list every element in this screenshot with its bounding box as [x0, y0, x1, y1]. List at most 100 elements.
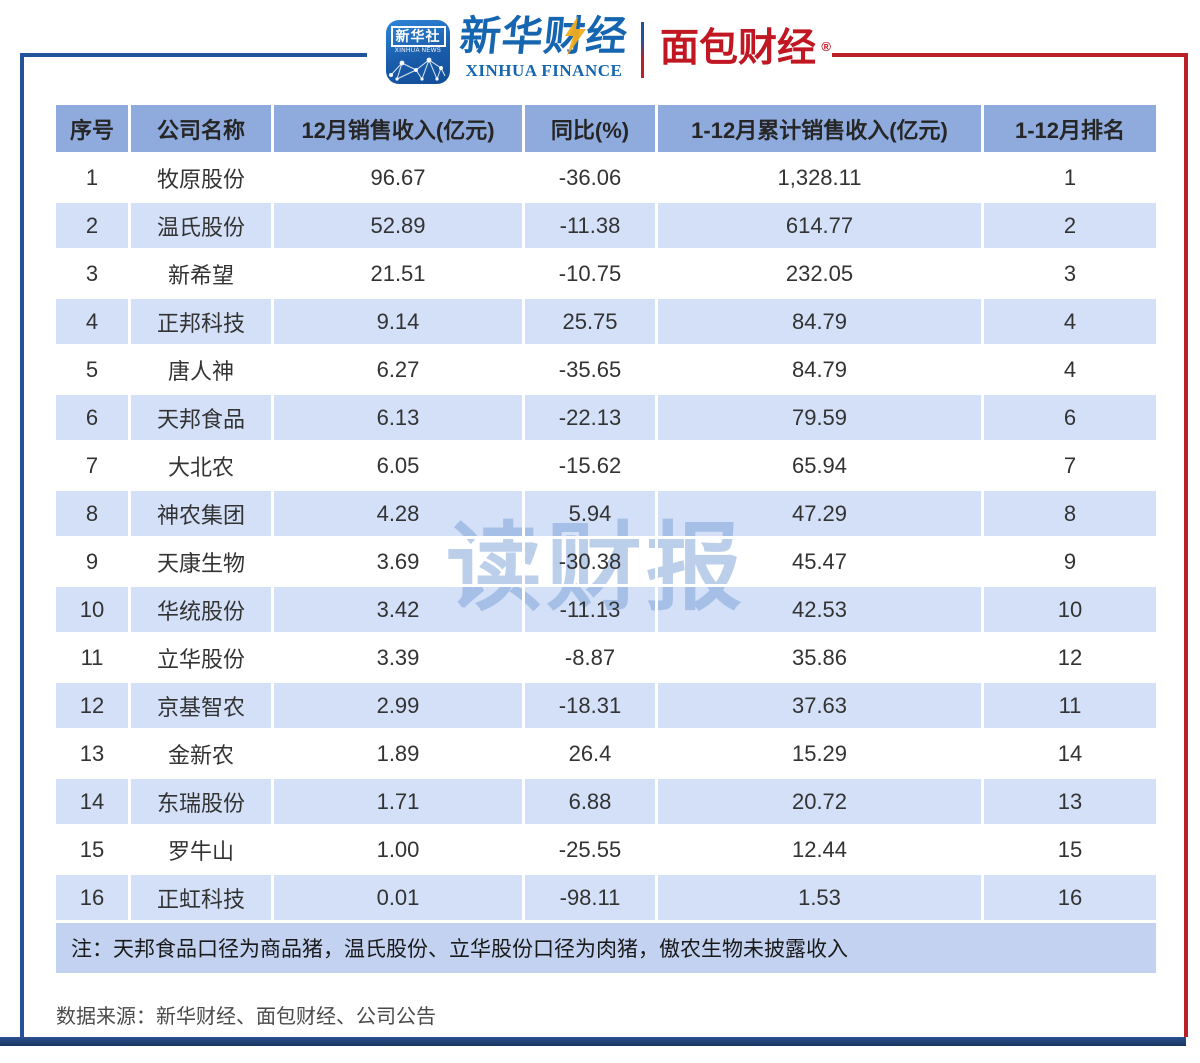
table-row: 12 京基智农 2.99 -18.31 37.63 11	[56, 683, 1156, 731]
table-cell: 12	[984, 635, 1156, 683]
table-cell: 16	[984, 875, 1156, 923]
table-row: 8 神农集团 4.28 5.94 47.29 8	[56, 491, 1156, 539]
table-cell: 1.71	[274, 779, 525, 827]
table-cell: -98.11	[525, 875, 658, 923]
column-header: 序号	[56, 105, 131, 155]
table-row: 10 华统股份 3.42 -11.13 42.53 10	[56, 587, 1156, 635]
table-cell: 15.29	[658, 731, 984, 779]
constellation-network-icon	[389, 57, 446, 81]
table-cell: 1.00	[274, 827, 525, 875]
table-cell: 2	[984, 203, 1156, 251]
table-body: 1 牧原股份 96.67 -36.06 1,328.11 1 2 温氏股份 52.89 -11.3…	[56, 155, 1156, 923]
table-cell: 1,328.11	[658, 155, 984, 203]
table-cell: 8	[984, 491, 1156, 539]
table-row: 9 天康生物 3.69 -30.38 45.47 9	[56, 539, 1156, 587]
table-row: 6 天邦食品 6.13 -22.13 79.59 6	[56, 395, 1156, 443]
table-cell: 7	[56, 443, 131, 491]
table-cell: 温氏股份	[131, 203, 274, 251]
table-cell: 4	[984, 299, 1156, 347]
xinhua-news-cn-label: 新华社	[390, 26, 446, 47]
pig-sales-table: 序号 公司名称 12月销售收入(亿元) 同比(%) 1-12月累计销售收入(亿元) 1-1…	[56, 105, 1156, 973]
table-cell: 52.89	[274, 203, 525, 251]
top-border-red-segment	[832, 53, 1188, 57]
table-cell: 2.99	[274, 683, 525, 731]
bottom-navy-bar	[0, 1037, 1186, 1046]
xinhua-news-app-icon: 新华社 XINHUA NEWS	[386, 20, 450, 84]
header-row: 序号 公司名称 12月销售收入(亿元) 同比(%) 1-12月累计销售收入(亿元) 1-1…	[56, 105, 1156, 155]
table-cell: 26.4	[525, 731, 658, 779]
table-cell: 14	[984, 731, 1156, 779]
table-cell: 21.51	[274, 251, 525, 299]
table-cell: 华统股份	[131, 587, 274, 635]
table-cell: 3.39	[274, 635, 525, 683]
table-cell: 正邦科技	[131, 299, 274, 347]
table-cell: 天康生物	[131, 539, 274, 587]
table-cell: 37.63	[658, 683, 984, 731]
table-cell: 5.94	[525, 491, 658, 539]
table-row: 14 东瑞股份 1.71 6.88 20.72 13	[56, 779, 1156, 827]
registered-trademark-icon: ®	[821, 39, 832, 54]
table-cell: -11.13	[525, 587, 658, 635]
table-cell: 3	[56, 251, 131, 299]
table-cell: 2	[56, 203, 131, 251]
table-cell: 6.13	[274, 395, 525, 443]
table-cell: 15	[56, 827, 131, 875]
table-cell: 大北农	[131, 443, 274, 491]
table-cell: 4	[984, 347, 1156, 395]
table-cell: -10.75	[525, 251, 658, 299]
xinhua-news-en-label: XINHUA NEWS	[394, 48, 442, 54]
table-cell: 12	[56, 683, 131, 731]
table-cell: 9	[56, 539, 131, 587]
table-cell: 9.14	[274, 299, 525, 347]
note-row: 注：天邦食品口径为商品猪，温氏股份、立华股份口径为肉猪，傲农生物未披露收入	[56, 923, 1156, 973]
table-cell: 6.05	[274, 443, 525, 491]
table-cell: 35.86	[658, 635, 984, 683]
xinhua-finance-logo: 新华财经 XINHUA FINANCE	[456, 12, 632, 81]
table-cell: 20.72	[658, 779, 984, 827]
table-cell: -11.38	[525, 203, 658, 251]
table-cell: 1	[984, 155, 1156, 203]
table-cell: -18.31	[525, 683, 658, 731]
table-row: 5 唐人神 6.27 -35.65 84.79 4	[56, 347, 1156, 395]
table-header: 序号 公司名称 12月销售收入(亿元) 同比(%) 1-12月累计销售收入(亿元) 1-1…	[56, 105, 1156, 155]
table-cell: 3	[984, 251, 1156, 299]
table-cell: 8	[56, 491, 131, 539]
table-cell: 15	[984, 827, 1156, 875]
table-cell: 42.53	[658, 587, 984, 635]
table-cell: 天邦食品	[131, 395, 274, 443]
table-cell: 12.44	[658, 827, 984, 875]
table-cell: 10	[984, 587, 1156, 635]
table-cell: 6	[56, 395, 131, 443]
table-row: 4 正邦科技 9.14 25.75 84.79 4	[56, 299, 1156, 347]
table-cell: -22.13	[525, 395, 658, 443]
table-cell: 14	[56, 779, 131, 827]
table-row: 3 新希望 21.51 -10.75 232.05 3	[56, 251, 1156, 299]
table-cell: 东瑞股份	[131, 779, 274, 827]
mianbao-finance-logo: 面包财经 ®	[660, 24, 831, 74]
column-header: 公司名称	[131, 105, 274, 155]
table-row: 7 大北农 6.05 -15.62 65.94 7	[56, 443, 1156, 491]
table-cell: 6	[984, 395, 1156, 443]
table-row: 1 牧原股份 96.67 -36.06 1,328.11 1	[56, 155, 1156, 203]
xinhua-finance-cn-wordmark: 新华财经	[457, 13, 631, 59]
table-cell: -35.65	[525, 347, 658, 395]
table-cell: 3.42	[274, 587, 525, 635]
sales-table-container: 读财报 序号 公司名称 12月销售收入(亿元) 同比(%) 1-12月累计销售收入(亿元…	[56, 105, 1156, 973]
lightning-bolt-icon	[565, 16, 586, 56]
table-cell: 10	[56, 587, 131, 635]
table-cell: 84.79	[658, 347, 984, 395]
table-cell: 13	[56, 731, 131, 779]
content-frame	[20, 53, 1188, 1037]
column-header: 同比(%)	[525, 105, 658, 155]
table-cell: 47.29	[658, 491, 984, 539]
table-cell: 0.01	[274, 875, 525, 923]
table-cell: 立华股份	[131, 635, 274, 683]
table-cell: 新希望	[131, 251, 274, 299]
table-cell: 7	[984, 443, 1156, 491]
table-cell: 1.53	[658, 875, 984, 923]
table-cell: 13	[984, 779, 1156, 827]
table-cell: 232.05	[658, 251, 984, 299]
xinhua-finance-en-wordmark: XINHUA FINANCE	[465, 61, 623, 80]
table-cell: 25.75	[525, 299, 658, 347]
table-cell: 65.94	[658, 443, 984, 491]
